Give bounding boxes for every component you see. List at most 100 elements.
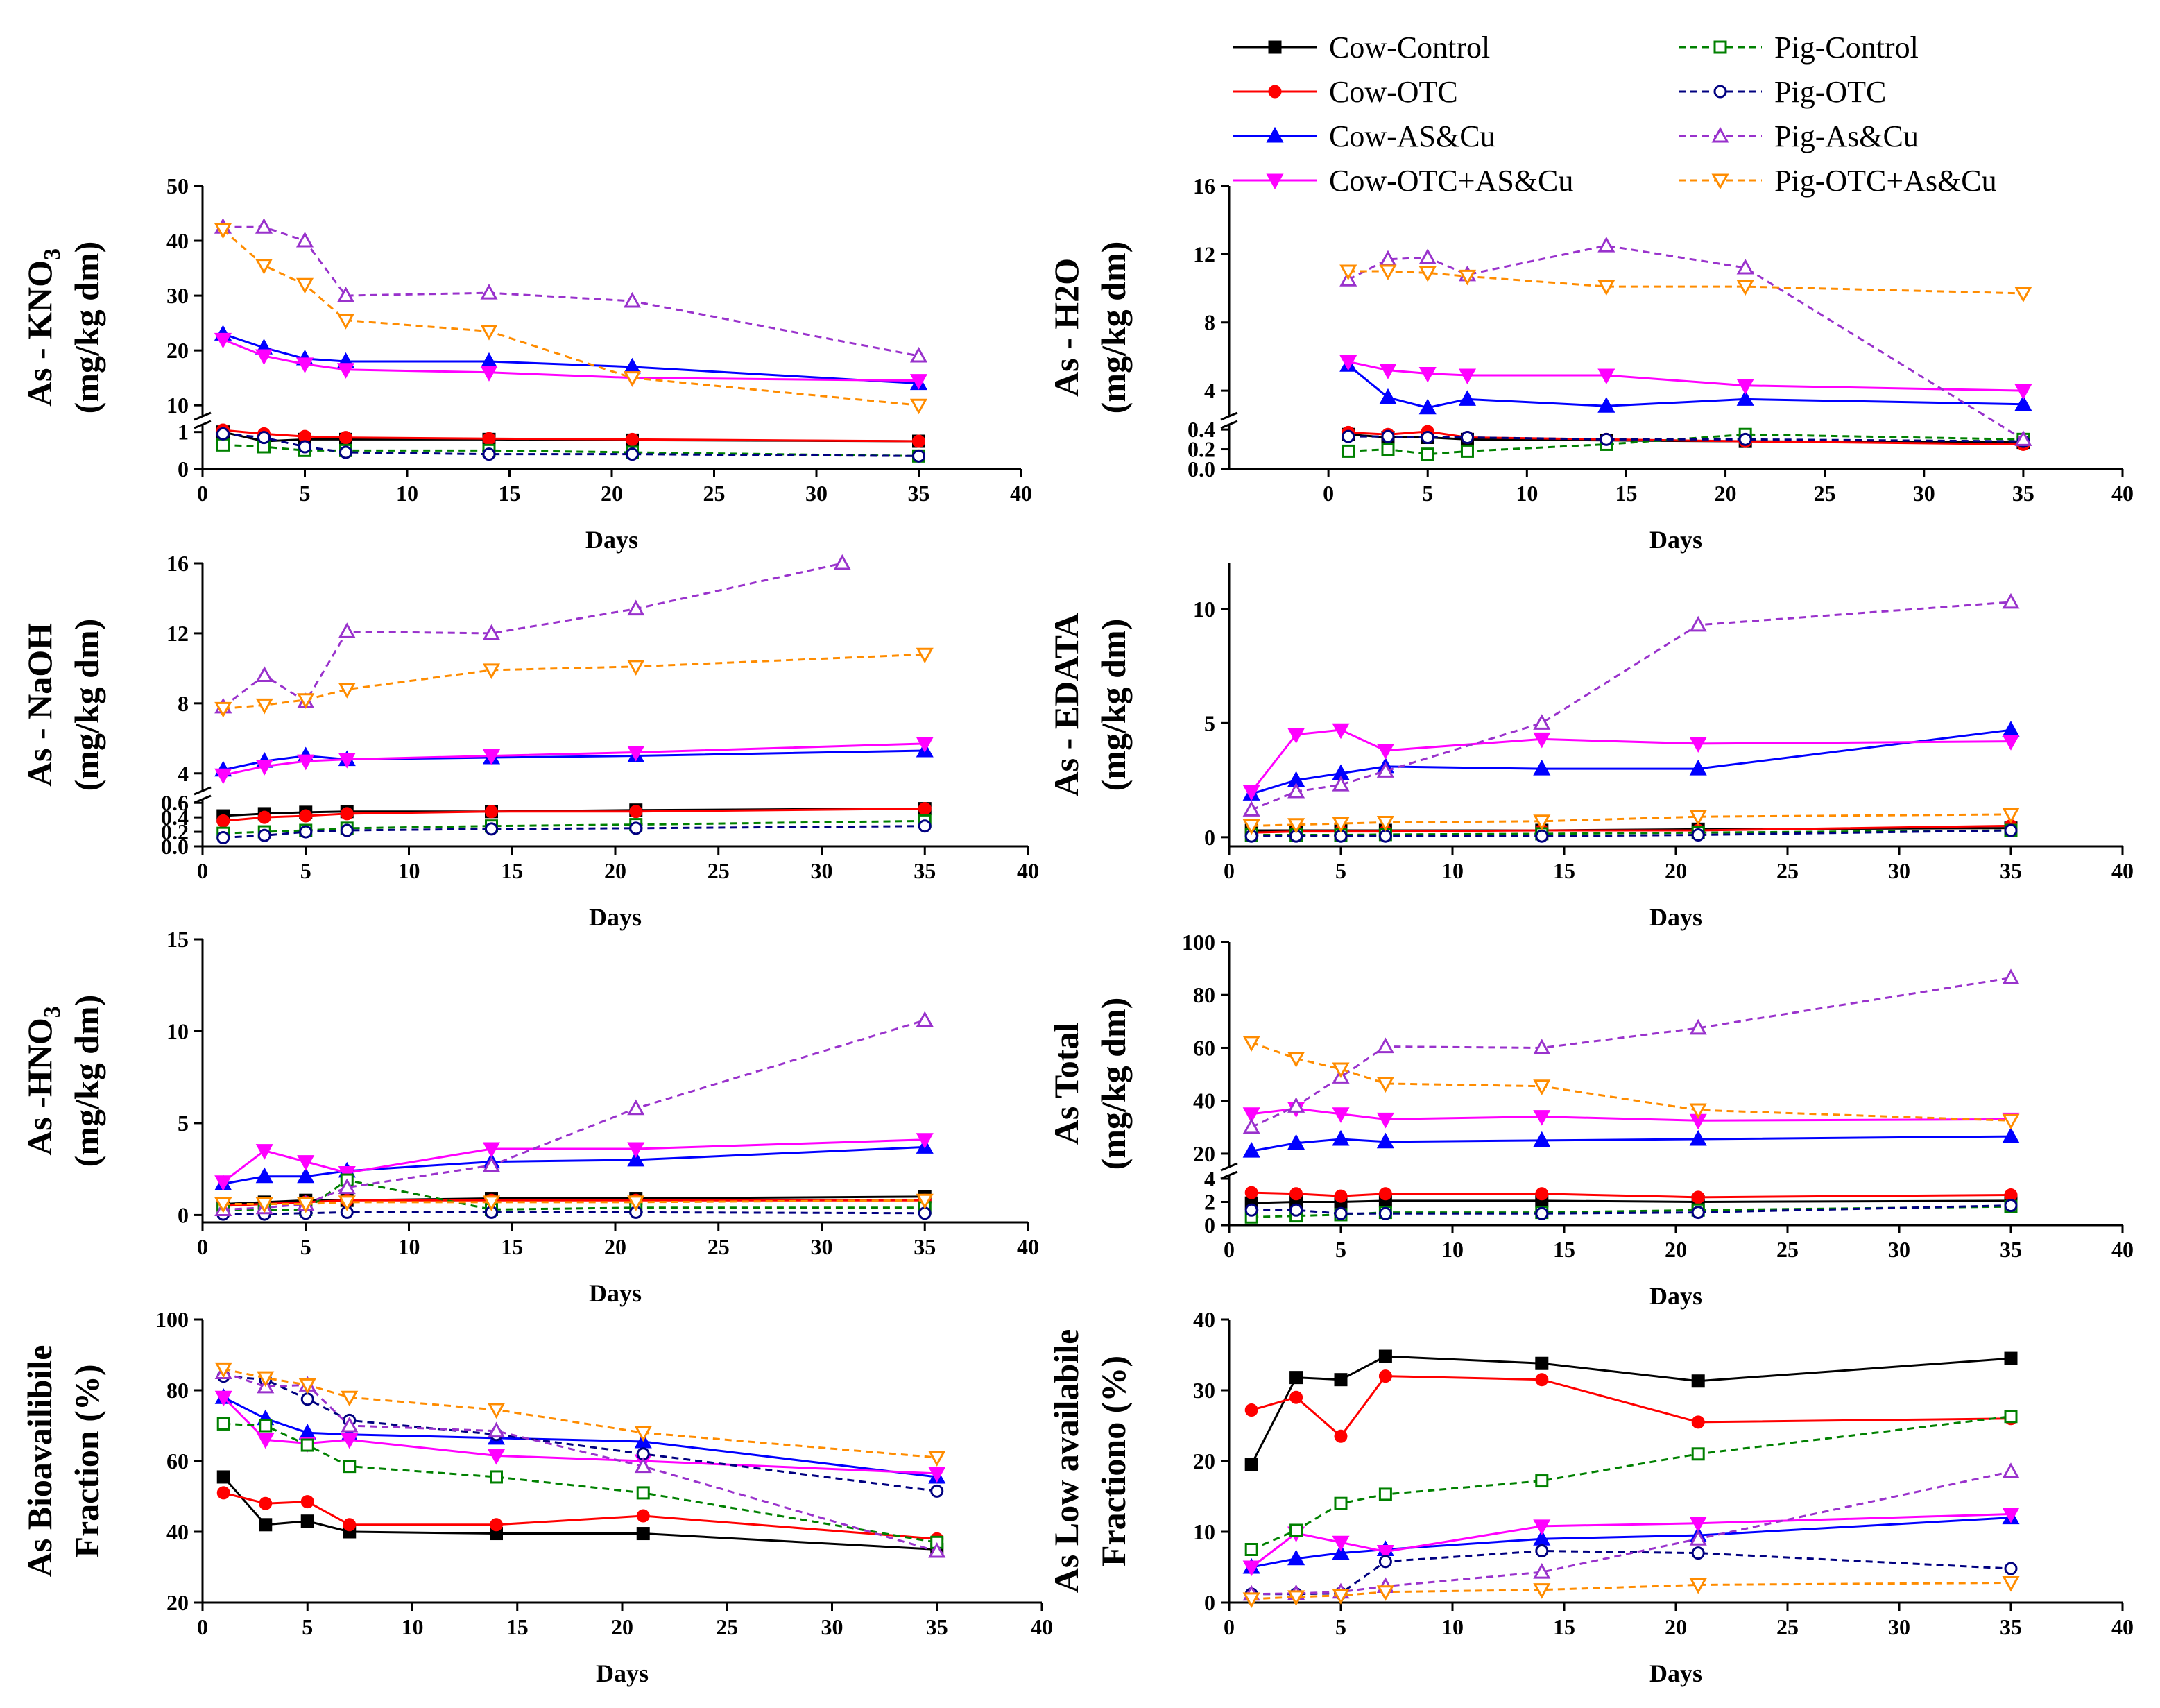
data-point (1533, 732, 1551, 749)
x-tick-label: 0 (1224, 1237, 1235, 1262)
y-tick-label: 0 (1204, 1590, 1215, 1615)
series-line (1251, 601, 2012, 811)
data-point (297, 693, 315, 709)
y-tick-label: 20 (1193, 1449, 1215, 1474)
series-pig-control (216, 1417, 944, 1549)
data-point (1691, 1447, 1705, 1461)
series-line (1251, 1581, 2012, 1600)
y-tick-label: 0 (178, 1202, 189, 1227)
series-cow-otc-as-cu (214, 1133, 934, 1191)
series-cow-otc-as-cu (1339, 355, 2032, 400)
data-point (1376, 1112, 1394, 1129)
x-tick-label: 10 (1516, 481, 1538, 506)
data-point (1287, 728, 1305, 744)
legend: Cow-Control Cow-OTC Cow-AS&Cu Cow-OTC+AS&Cu… (1233, 31, 1997, 198)
y-tick-label: 1 (178, 420, 189, 445)
series-pig-otc (216, 427, 925, 463)
data-point (1418, 398, 1437, 415)
data-point (1689, 1517, 1707, 1532)
data-point (1691, 1206, 1705, 1220)
data-point (627, 1142, 645, 1159)
data-point (629, 821, 643, 835)
series-pig-as-cu (214, 1363, 946, 1558)
data-point (916, 1193, 934, 1210)
data-point (1736, 390, 1754, 406)
x-tick-label: 15 (1615, 481, 1637, 506)
data-point (1691, 1415, 1705, 1429)
data-point (2004, 1351, 2018, 1365)
data-point (1287, 1134, 1305, 1150)
y-axis-label-subscript: 3 (40, 248, 65, 260)
y-axis-label: As - KNO3 (20, 248, 65, 407)
data-point (1332, 723, 1350, 740)
series-cow-as-cu (1242, 721, 2020, 801)
data-point (2004, 1199, 2018, 1213)
data-point (255, 349, 273, 366)
legend-entry: Pig-Control (1679, 31, 1919, 65)
data-point (634, 1426, 652, 1442)
data-point (918, 802, 932, 816)
data-point (1332, 1589, 1350, 1605)
data-point (1287, 1590, 1305, 1606)
y-tick-label: 80 (1193, 982, 1215, 1007)
x-tick-label: 5 (1422, 481, 1433, 506)
data-point (930, 1484, 944, 1498)
data-point (1332, 1129, 1350, 1146)
x-tick-label: 40 (1017, 858, 1039, 883)
legend-entry: Pig-OTC+As&Cu (1679, 164, 1997, 198)
legend-marker (1711, 126, 1729, 143)
series-line (1251, 1191, 2012, 1199)
data-point (1533, 1519, 1551, 1535)
data-point (299, 825, 313, 839)
x-tick-label: 25 (1776, 858, 1799, 883)
data-point (1738, 432, 1752, 446)
data-point (1689, 1578, 1707, 1594)
data-point (1381, 443, 1395, 456)
legend-marker (1711, 173, 1729, 190)
y-axis-label-text: As - KNO (20, 260, 59, 407)
data-point (1533, 1131, 1551, 1147)
series-line (223, 1211, 925, 1215)
data-point (1342, 444, 1355, 458)
data-point (909, 398, 928, 415)
panel-hno3: 0 5 10 15 20 25 30 35 40 Days 0 5 10 15 As -HNO3 (mg/kg… (20, 927, 1039, 1307)
data-point (298, 1378, 316, 1394)
data-point (485, 805, 498, 819)
y-tick-label: 12 (166, 621, 189, 646)
x-axis-label: Days (589, 903, 642, 931)
data-point (626, 432, 639, 446)
series-line (223, 225, 919, 357)
data-point (259, 1419, 273, 1433)
data-point (2002, 592, 2020, 609)
data-point (1691, 1190, 1705, 1204)
data-point (627, 1195, 645, 1211)
data-point (1289, 1187, 1303, 1201)
data-point (1332, 1062, 1350, 1079)
data-point (1689, 1103, 1707, 1120)
data-point (1376, 815, 1394, 832)
data-point (918, 819, 932, 833)
data-point (299, 809, 313, 823)
legend-entry: Cow-AS&Cu (1233, 119, 1495, 153)
data-point (300, 1392, 314, 1406)
data-point (295, 357, 314, 373)
series-cow-otc-as-cu (1242, 723, 2020, 801)
y-tick-label: 10 (1193, 597, 1215, 622)
data-point (1533, 1039, 1551, 1054)
series-pig-otc-as-cu (214, 1193, 934, 1213)
y-axis-label: As -HNO3 (20, 1006, 65, 1156)
x-tick-label: 20 (1665, 1237, 1687, 1262)
data-point (1289, 1390, 1303, 1404)
legend-label: Cow-Control (1329, 31, 1490, 65)
data-point (1535, 1356, 1549, 1370)
data-point (257, 1371, 275, 1387)
x-tick-label: 0 (197, 481, 208, 506)
data-point (216, 830, 230, 844)
data-point (338, 753, 356, 769)
x-tick-label: 10 (398, 1234, 420, 1259)
data-point (2002, 1462, 2020, 1478)
data-point (297, 1197, 315, 1213)
data-point (1736, 379, 1754, 395)
data-point (916, 1011, 934, 1027)
